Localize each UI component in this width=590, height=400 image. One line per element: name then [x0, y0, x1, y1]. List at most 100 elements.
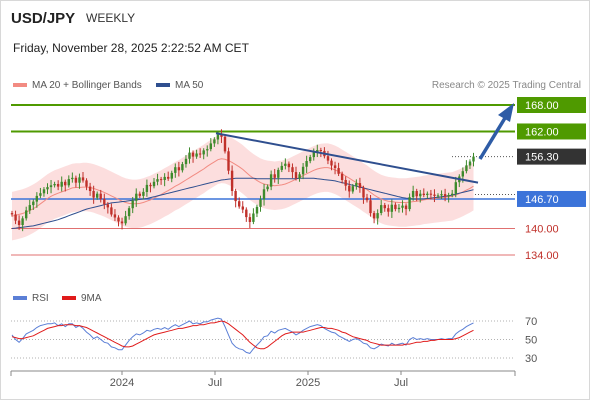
candle-body	[269, 174, 273, 187]
level-box-146.70	[517, 190, 586, 207]
candle-body	[284, 163, 287, 166]
candle-body	[355, 183, 358, 187]
candle-body	[248, 217, 252, 222]
candle-body	[149, 184, 152, 187]
candle-body	[142, 191, 145, 196]
candle-body	[206, 149, 209, 151]
candle-body	[426, 193, 429, 195]
candle-body	[85, 180, 88, 187]
rsi-tick-50: 50	[525, 335, 537, 347]
date-label: Friday, November 28, 2025 2:22:52 AM CET	[13, 41, 249, 55]
candle-body	[451, 193, 454, 195]
candle-body	[120, 221, 124, 224]
candle-body	[422, 193, 425, 195]
candle-body	[337, 168, 340, 174]
candle-body	[39, 193, 42, 196]
candle-body	[49, 185, 53, 188]
candle-body	[465, 165, 468, 172]
candle-body	[17, 220, 21, 225]
level-box-168.00	[517, 97, 586, 113]
candle-body	[223, 136, 227, 152]
candle-body	[351, 186, 354, 192]
x-tick-label: 2024	[110, 377, 134, 389]
candle-body	[287, 163, 291, 168]
candle-body	[220, 134, 223, 137]
candle-body	[291, 167, 294, 173]
rsi-ma-line	[11, 320, 474, 350]
candle-body	[383, 205, 386, 209]
candle-body	[156, 179, 159, 182]
legend-ma20-label: MA 20 + Bollinger Bands	[32, 80, 142, 91]
candle-body	[10, 213, 14, 215]
candle-body	[81, 177, 85, 181]
candle-body	[145, 184, 149, 192]
candle-body	[167, 176, 170, 179]
rsi-swatch-icon	[13, 296, 27, 301]
candle-body	[53, 184, 56, 186]
legend-rsi: RSI	[13, 293, 49, 304]
candle-body	[216, 134, 220, 140]
candle-body	[298, 174, 301, 179]
candle-body	[170, 172, 173, 179]
candle-body	[96, 193, 99, 198]
candle-body	[78, 177, 81, 183]
candle-body	[380, 205, 383, 213]
candle-body	[404, 205, 408, 210]
candle-body	[312, 152, 315, 158]
x-tick-label: Jul	[394, 377, 408, 389]
candle-body	[273, 174, 276, 178]
candle-body	[387, 208, 390, 212]
last-price-box	[517, 148, 586, 165]
candle-body	[443, 194, 447, 197]
candle-body	[113, 214, 117, 218]
target-arrow-head	[498, 103, 514, 122]
candle-body	[262, 189, 266, 200]
candle-body	[234, 191, 237, 202]
candle-body	[394, 204, 397, 210]
x-tick-label: Jul	[208, 377, 222, 389]
candle-body	[376, 213, 379, 219]
candle-body	[230, 170, 234, 191]
candle-body	[305, 161, 308, 167]
candle-body	[472, 156, 475, 162]
candle-body	[25, 210, 28, 219]
candle-body	[209, 143, 212, 150]
candle-body	[340, 173, 344, 180]
candle-body	[440, 194, 443, 196]
candle-body	[64, 181, 67, 186]
candle-body	[213, 139, 216, 144]
symbol-title: USD/JPY	[11, 10, 76, 27]
candle-body	[138, 193, 141, 196]
candle-body	[152, 181, 156, 187]
rsi-line	[11, 317, 474, 354]
candle-body	[365, 197, 369, 201]
candle-body	[174, 167, 177, 173]
candle-body	[21, 218, 24, 225]
trendline	[215, 132, 479, 184]
candle-body	[411, 191, 415, 198]
legend-rsi-label: RSI	[32, 293, 49, 304]
candle-body	[433, 194, 436, 196]
target-arrow	[478, 117, 507, 160]
candle-body	[401, 205, 404, 208]
candle-body	[461, 171, 464, 177]
candle-body	[344, 180, 347, 186]
candle-body	[454, 182, 457, 194]
candle-body	[415, 191, 418, 197]
candle-body	[255, 206, 259, 214]
candle-body	[316, 150, 319, 153]
level-label-140.00: 140.00	[525, 224, 559, 236]
legend-rsi-ma-label: 9MA	[81, 293, 102, 304]
period-label: WEEKLY	[86, 11, 136, 25]
level-label-162.00: 162.00	[525, 126, 559, 138]
candle-body	[252, 213, 255, 222]
legend-ma50-label: MA 50	[175, 80, 204, 91]
candle-body	[60, 181, 63, 187]
candle-body	[71, 177, 74, 180]
candle-body	[99, 193, 102, 199]
candle-body	[74, 177, 78, 183]
candle-body	[103, 199, 106, 205]
rsi-tick-30: 30	[525, 353, 537, 365]
candle-body	[88, 186, 92, 191]
candle-body	[348, 185, 351, 192]
